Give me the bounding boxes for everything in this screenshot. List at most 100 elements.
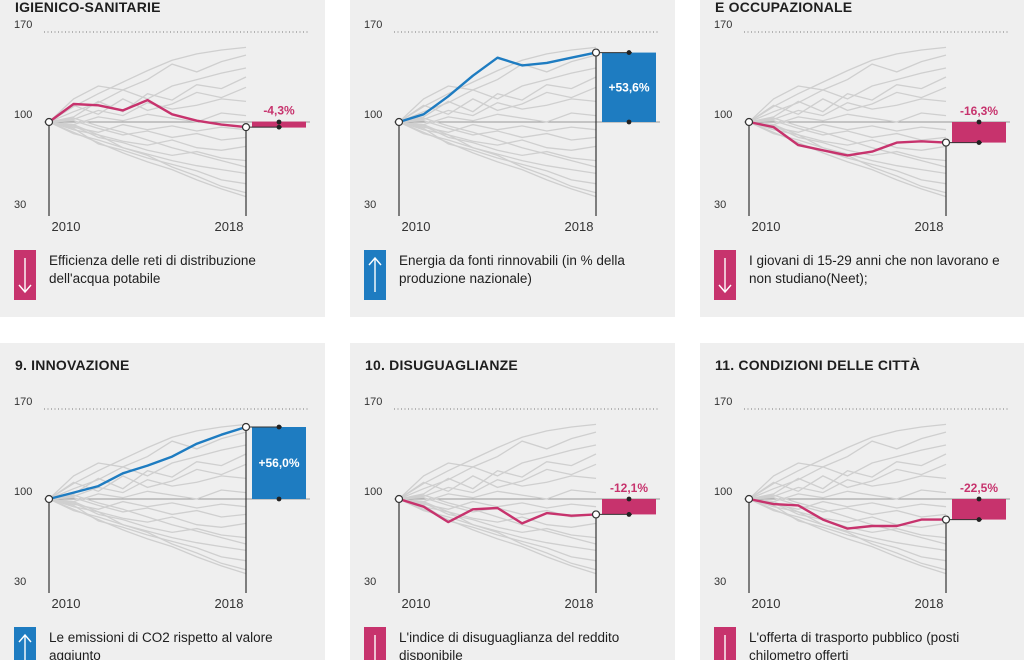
legend: Efficienza delle reti di distribuzione d… xyxy=(14,250,314,300)
bar-dot-end xyxy=(626,50,632,55)
x-tick-label: 2010 xyxy=(402,596,431,611)
change-label: -12,1% xyxy=(610,481,648,495)
panel-title: IGIENICO-SANITARIE xyxy=(15,0,161,15)
change-bar xyxy=(252,427,306,499)
background-series-line xyxy=(48,489,247,503)
end-marker xyxy=(941,515,951,524)
background-series-line xyxy=(48,112,247,126)
y-tick-label: 100 xyxy=(714,486,732,498)
y-tick-label: 170 xyxy=(14,20,32,31)
main-series-line xyxy=(748,497,946,530)
background-series-line xyxy=(48,54,247,123)
main-series-line xyxy=(48,425,247,501)
background-series-line xyxy=(748,497,947,518)
background-series-line xyxy=(48,453,247,500)
background-series-line xyxy=(748,431,947,500)
bar-dot-end xyxy=(976,517,982,522)
background-series-line xyxy=(748,121,947,133)
panel-title: E OCCUPAZIONALE xyxy=(715,0,853,15)
x-tick-label: 2018 xyxy=(565,219,594,234)
background-series-line xyxy=(48,498,247,571)
background-series-line xyxy=(48,431,247,500)
legend-text: I giovani di 15-29 anni che non lavorano… xyxy=(749,253,1000,286)
x-tick-label: 2018 xyxy=(215,219,244,234)
background-series-line xyxy=(398,498,597,510)
x-tick-label: 2018 xyxy=(915,596,944,611)
bar-dot-start xyxy=(976,496,982,502)
arrow-head xyxy=(18,633,32,643)
background-series-line xyxy=(398,76,597,123)
bar-dot-start xyxy=(976,119,982,125)
background-series-line xyxy=(398,121,597,194)
background-series-line xyxy=(748,498,947,528)
background-series-line xyxy=(398,46,597,123)
start-marker xyxy=(744,117,754,127)
y-tick-label: 30 xyxy=(14,199,26,211)
end-marker xyxy=(591,510,601,519)
background-series-line xyxy=(398,498,597,571)
x-tick-label: 2010 xyxy=(752,219,781,234)
main-series-line xyxy=(398,497,597,525)
change-label: -16,3% xyxy=(960,104,998,118)
x-tick-label: 2010 xyxy=(402,219,431,234)
background-series-line xyxy=(48,98,247,123)
y-tick-label: 100 xyxy=(714,109,732,121)
x-tick-label: 2010 xyxy=(52,219,81,234)
background-series-line xyxy=(748,98,947,123)
background-series-line xyxy=(48,121,247,198)
start-marker xyxy=(394,117,404,127)
line-chart: 170 100 30 2010 2018 -4,3% xyxy=(14,20,310,234)
x-tick-label: 2010 xyxy=(752,596,781,611)
background-series-line xyxy=(398,453,597,500)
background-series-line xyxy=(748,475,947,500)
background-series-line xyxy=(48,498,247,575)
background-series-line xyxy=(48,46,247,123)
start-marker xyxy=(394,494,404,504)
background-series-line xyxy=(48,498,247,528)
panel-title: 10. DISUGUAGLIANZE xyxy=(365,357,518,373)
line-chart: 170 100 30 2010 2018 -12,1% xyxy=(364,397,660,611)
arrow-head xyxy=(718,284,732,294)
bar-dot-start xyxy=(626,119,632,125)
background-series-line xyxy=(748,117,947,168)
change-bar xyxy=(952,499,1006,520)
background-series-line xyxy=(398,121,597,185)
end-marker xyxy=(591,48,601,57)
background-series-line xyxy=(748,463,947,500)
background-series-line xyxy=(748,453,947,500)
end-marker xyxy=(941,138,951,147)
panel-neet: E OCCUPAZIONALE 170 100 30 2010 2018 -16,3% I… xyxy=(700,0,1024,317)
panel-cities: 11. CONDIZIONI DELLE CITTÀ 170 100 30 2010 2… xyxy=(700,343,1024,660)
bar-dot-end xyxy=(976,140,982,145)
start-marker xyxy=(44,494,54,504)
background-series-line xyxy=(398,112,597,126)
panel-inequality: 10. DISUGUAGLIANZE 170 100 30 2010 2018 -12,1… xyxy=(350,343,675,660)
legend: L'offerta di trasporto pubblico (posti c… xyxy=(714,627,1014,660)
background-series-line xyxy=(48,494,247,545)
background-series-line xyxy=(48,86,247,123)
arrow-up-icon xyxy=(14,627,36,660)
background-series-line xyxy=(48,497,247,518)
legend: I giovani di 15-29 anni che non lavorano… xyxy=(714,250,1014,300)
panel-innovation: 9. INNOVAZIONE 170 100 30 2010 2018 +56,0% Le… xyxy=(0,343,325,660)
y-tick-label: 170 xyxy=(714,20,732,31)
background-series-line xyxy=(748,121,947,162)
background-series-line xyxy=(748,498,947,510)
legend-text: Le emissioni di CO2 rispetto al valore a… xyxy=(49,630,273,660)
bar-dot-end xyxy=(276,424,282,430)
background-series-line xyxy=(398,121,597,198)
background-series-line xyxy=(748,423,947,500)
y-tick-label: 170 xyxy=(364,397,382,408)
background-series-line xyxy=(48,121,247,133)
bar-dot-start xyxy=(626,496,632,502)
y-tick-label: 100 xyxy=(364,486,382,498)
background-series-line xyxy=(398,54,597,123)
start-marker xyxy=(744,494,754,504)
background-series-line xyxy=(48,498,247,539)
background-series-line xyxy=(48,117,247,168)
start-marker xyxy=(44,117,54,127)
y-tick-label: 100 xyxy=(364,109,382,121)
background-series-line xyxy=(748,86,947,123)
line-chart: 170 100 30 2010 2018 -22,5% xyxy=(714,397,1010,611)
background-series-line xyxy=(398,475,597,500)
